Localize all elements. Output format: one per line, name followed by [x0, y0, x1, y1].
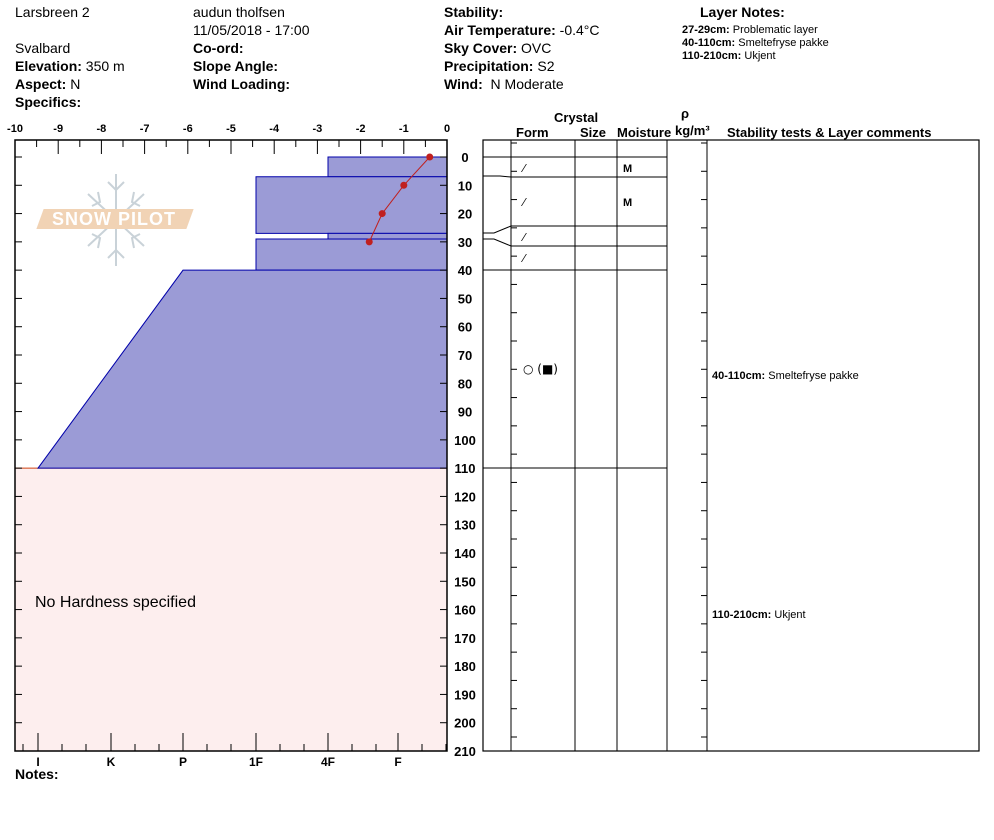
temp-tick-label: -9 — [53, 123, 63, 135]
site-name: Larsbreen 2 — [15, 4, 90, 20]
layer-note: 27-29cm: Problematic layer — [682, 24, 818, 36]
depth-tick-label: 40 — [458, 263, 472, 278]
density-symbol: ρ — [681, 106, 690, 121]
notes-label: Notes: — [15, 766, 59, 782]
aspect: Aspect: N — [15, 76, 81, 92]
depth-tick-label: 10 — [458, 178, 472, 193]
comments-header: Stability tests & Layer comments — [727, 125, 932, 140]
layer-note: 110-210cm: Ukjent — [682, 50, 776, 62]
layer-comment-text: Smeltefryse pakke — [768, 370, 858, 382]
temp-tick-label: -1 — [399, 123, 409, 135]
temp-tick-label: -2 — [356, 123, 366, 135]
density-unit: kg/m³ — [675, 123, 710, 138]
precipitation: Precipitation: S2 — [444, 58, 555, 74]
depth-tick-label: 180 — [454, 659, 476, 674]
depth-tick-label: 120 — [454, 489, 476, 504]
layer-notes-title: Layer Notes: — [700, 4, 785, 20]
hardness-layer — [327, 232, 448, 240]
hardness-tick-label: P — [179, 755, 187, 769]
moisture-value: M — [623, 163, 632, 175]
temp-tick-label: -4 — [269, 123, 280, 135]
crystal-header: Crystal — [554, 110, 599, 125]
temp-tick-label: -6 — [183, 123, 193, 135]
form-header: Form — [516, 125, 549, 140]
depth-tick-label: 100 — [454, 433, 476, 448]
hardness-layer — [37, 269, 448, 469]
hardness-tick-label: F — [394, 755, 401, 769]
layer-comment-text: Ukjent — [774, 609, 805, 621]
elevation: Elevation: 350 m — [15, 58, 125, 74]
layer-connector — [483, 238, 512, 247]
depth-tick-label: 160 — [454, 603, 476, 618]
layer-comment-range: 40-110cm: — [712, 370, 768, 382]
wind-loading-label: Wind Loading: — [193, 76, 291, 92]
sky-cover: Sky Cover: OVC — [444, 40, 552, 56]
depth-tick-label: 130 — [454, 518, 476, 533]
temperature-point — [378, 210, 386, 218]
hardness-tick-label: 1F — [249, 755, 263, 769]
layer-connector — [483, 175, 512, 178]
depth-tick-label: 190 — [454, 687, 476, 702]
depth-tick-label: 30 — [458, 235, 472, 250]
depth-tick-label: 140 — [454, 546, 476, 561]
crystal-form-symbol: ⁄ — [520, 252, 527, 265]
depth-tick-label: 110 — [455, 461, 476, 476]
hardness-tick-label: 4F — [321, 755, 335, 769]
layer-connector — [483, 225, 512, 234]
moisture-header: Moisture — [617, 125, 672, 140]
crystal-form-symbol: ⁄ — [520, 231, 527, 244]
depth-tick-label: 90 — [458, 405, 472, 420]
depth-tick-label: 0 — [461, 150, 468, 165]
moisture-value: M — [623, 197, 632, 209]
layer-note: 40-110cm: Smeltefryse pakke — [682, 37, 829, 49]
layer-comment: 40-110cm: Smeltefryse pakke — [712, 370, 859, 382]
crystal-form-symbol: ○ (■) — [523, 362, 558, 376]
size-header: Size — [580, 125, 607, 140]
layer-comment: 110-210cm: Ukjent — [712, 609, 806, 621]
depth-tick-label: 200 — [454, 716, 476, 731]
depth-tick-label: 210 — [454, 744, 476, 759]
temp-tick-label: -7 — [140, 123, 150, 135]
hardness-layer — [255, 238, 448, 271]
temperature-point — [426, 153, 434, 161]
no-hardness-text: No Hardness specified — [35, 594, 196, 611]
depth-tick-label: 50 — [458, 291, 472, 306]
temp-tick-label: -5 — [226, 123, 236, 135]
hardness-tick-label: I — [36, 755, 39, 769]
logo-text: SNOW PILOT — [52, 209, 176, 229]
temp-tick-label: -10 — [7, 123, 23, 135]
datetime: 11/05/2018 - 17:00 — [193, 22, 310, 38]
temperature-line — [368, 156, 431, 243]
region: Svalbard — [15, 40, 71, 56]
depth-tick-label: 170 — [454, 631, 476, 646]
hardness-tick-label: K — [107, 755, 116, 769]
temp-tick-label: -8 — [97, 123, 107, 135]
slope-label: Slope Angle: — [193, 58, 279, 74]
depth-tick-label: 70 — [458, 348, 472, 363]
depth-tick-label: 60 — [458, 320, 472, 335]
observer: audun tholfsen — [193, 4, 285, 20]
crystal-form-symbol: ⁄ — [520, 162, 527, 175]
depth-tick-label: 150 — [454, 574, 476, 589]
air-temperature: Air Temperature: -0.4°C — [444, 22, 600, 38]
stability-label: Stability: — [444, 4, 504, 20]
depth-tick-label: 80 — [458, 376, 472, 391]
snowpilot-logo: SNOW PILOT — [36, 172, 194, 268]
depth-tick-label: 20 — [458, 207, 472, 222]
temp-tick-label: 0 — [444, 123, 450, 135]
coord-label: Co-ord: — [193, 40, 244, 56]
specifics-label: Specifics: — [15, 94, 82, 110]
hardness-layer — [255, 176, 448, 234]
temperature-point — [400, 181, 408, 189]
crystal-form-symbol: ⁄ — [520, 196, 527, 209]
layer-comment-range: 110-210cm: — [712, 609, 774, 621]
layer-table-frame — [482, 139, 980, 752]
temperature-point — [365, 238, 373, 246]
wind: Wind: N Moderate — [444, 76, 564, 92]
no-hardness-region — [15, 468, 447, 751]
temp-tick-label: -3 — [313, 123, 323, 135]
